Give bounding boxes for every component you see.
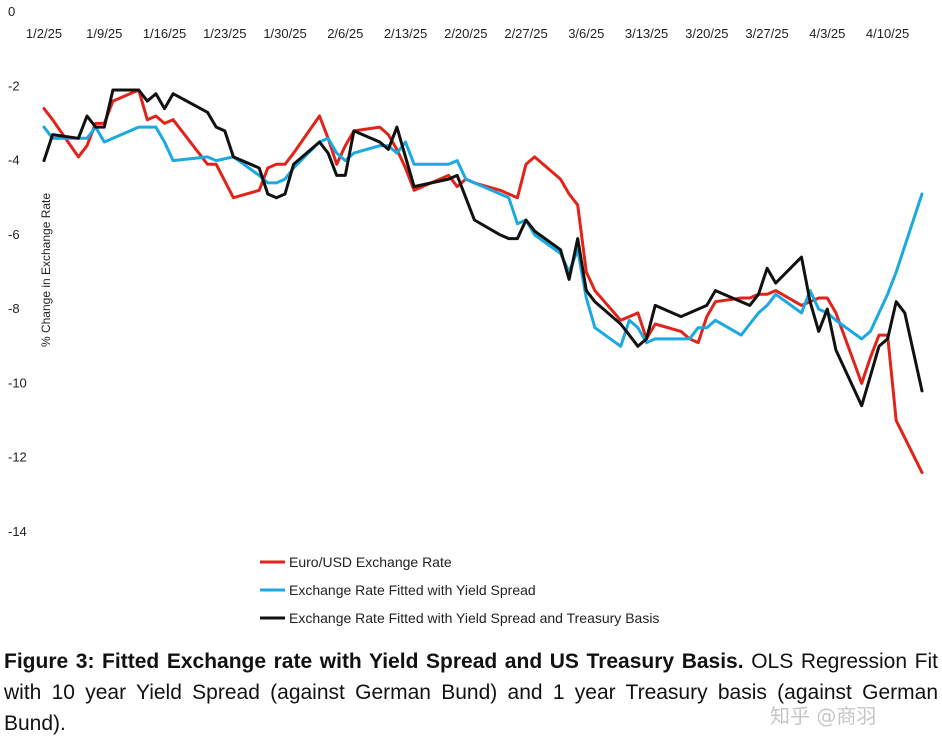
x-tick-label: 3/6/25 [568, 26, 604, 41]
x-tick-label: 1/23/25 [203, 26, 246, 41]
x-tick-label: 1/2/25 [26, 26, 62, 41]
x-tick-label: 3/27/25 [745, 26, 788, 41]
chart: 0-2-4-6-8-10-12-14 1/2/25 1/9/25 1/16/25 1/… [8, 4, 924, 626]
caption-text: OLS Regression Fit with 10 year Yield Sp… [4, 650, 938, 735]
y-axis-ticks: 0 -2 -4 -6 -8 -10 -12 -14 [8, 4, 27, 539]
x-tick-label: 4/3/25 [809, 26, 845, 41]
y-tick-label: -8 [8, 301, 20, 316]
y-tick-label: -14 [8, 524, 27, 539]
figure-caption: Figure 3: Fitted Exchange rate with Yiel… [4, 646, 938, 739]
x-tick-label: 1/30/25 [263, 26, 306, 41]
x-tick-label: 1/9/25 [86, 26, 122, 41]
y-tick-label: -12 [8, 450, 27, 465]
x-tick-label: 3/20/25 [685, 26, 728, 41]
series-lines [42, 88, 924, 475]
legend-label-3: Exchange Rate Fitted with Yield Spread a… [289, 610, 659, 626]
y-tick-label: -4 [8, 153, 20, 168]
legend-label-1: Euro/USD Exchange Rate [289, 554, 452, 570]
series-line-2 [42, 125, 924, 348]
y-tick-label: -6 [8, 227, 20, 242]
x-tick-label: 3/13/25 [625, 26, 668, 41]
x-tick-label: 2/13/25 [384, 26, 427, 41]
legend-label-2: Exchange Rate Fitted with Yield Spread [289, 582, 536, 598]
x-tick-label: 2/20/25 [444, 26, 487, 41]
watermark: 知乎 @商羽 [770, 704, 877, 728]
y-tick-label: 0 [8, 4, 15, 19]
y-axis-title: % Change in Exchange Rate [39, 193, 53, 347]
x-axis-ticks: 1/2/25 1/9/25 1/16/25 1/23/25 1/30/25 2/6/25 2… [26, 26, 909, 41]
x-tick-label: 2/27/25 [504, 26, 547, 41]
caption-title: Figure 3: Fitted Exchange rate with Yiel… [4, 650, 744, 673]
legend: Euro/USD Exchange Rate Exchange Rate Fitt… [260, 554, 659, 626]
x-tick-label: 4/10/25 [866, 26, 909, 41]
x-tick-label: 2/6/25 [327, 26, 363, 41]
x-tick-label: 1/16/25 [143, 26, 186, 41]
y-tick-label: -10 [8, 375, 27, 390]
series-line-1 [42, 88, 924, 475]
y-tick-label: -2 [8, 78, 20, 93]
series-line-3 [42, 88, 924, 408]
